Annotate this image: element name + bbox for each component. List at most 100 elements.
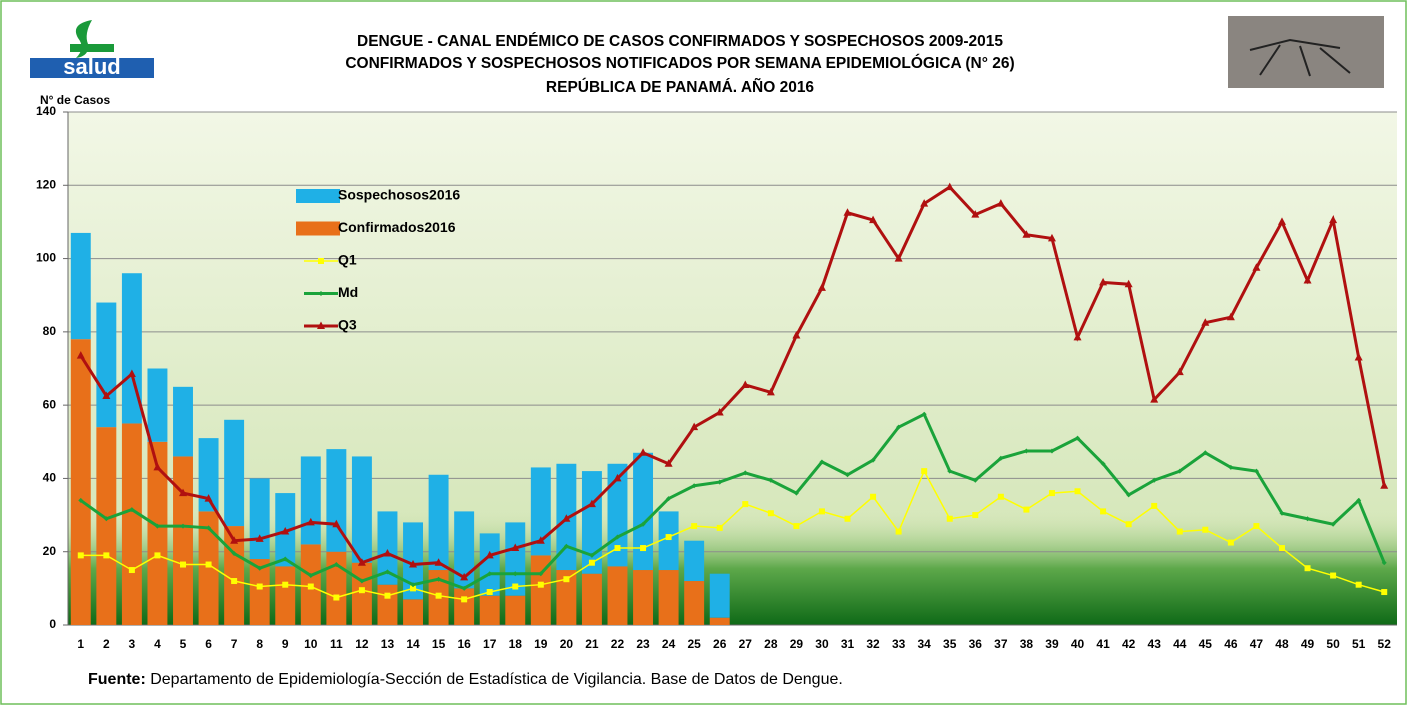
point-marker xyxy=(690,422,699,431)
bar-segment xyxy=(658,570,679,625)
point-marker xyxy=(512,571,518,577)
bar-segment xyxy=(351,456,372,563)
bar-segment xyxy=(428,474,449,571)
point-marker xyxy=(691,483,697,489)
x-tick-label: 37 xyxy=(994,637,1008,651)
point-marker xyxy=(665,534,672,541)
point-marker xyxy=(997,493,1004,500)
bar-segment xyxy=(173,386,193,457)
point-marker xyxy=(102,391,111,399)
x-tick-label: 22 xyxy=(611,637,625,651)
point-marker xyxy=(1305,516,1311,522)
point-marker xyxy=(1252,263,1261,271)
bar-segment xyxy=(454,511,475,589)
bar-segment xyxy=(198,511,219,625)
point-marker xyxy=(945,182,954,191)
point-marker xyxy=(563,576,570,583)
point-marker xyxy=(1226,312,1235,321)
point-marker xyxy=(742,501,749,508)
point-marker xyxy=(589,552,595,558)
point-marker xyxy=(666,496,672,502)
point-marker xyxy=(537,581,544,588)
point-marker xyxy=(511,543,520,552)
point-marker xyxy=(1100,461,1106,467)
point-marker xyxy=(613,473,622,482)
source-label: Fuente: xyxy=(88,671,146,688)
point-marker xyxy=(383,549,392,557)
x-tick-label: 52 xyxy=(1378,637,1392,651)
point-marker xyxy=(1049,448,1055,454)
point-marker xyxy=(358,587,365,594)
legend-label: Md xyxy=(338,284,358,300)
point-marker xyxy=(256,583,263,590)
source-note: Fuente: Departamento de Epidemiología-Se… xyxy=(88,671,843,688)
bar-segment xyxy=(377,584,398,625)
point-marker xyxy=(1151,502,1158,509)
bar-segment xyxy=(173,456,193,625)
point-marker xyxy=(206,525,212,531)
line-series xyxy=(79,185,1386,580)
y-tick-label: 20 xyxy=(43,544,57,558)
bar-segment xyxy=(326,551,347,625)
x-tick-label: 15 xyxy=(432,637,446,651)
point-marker xyxy=(818,508,825,515)
point-marker xyxy=(485,550,494,559)
point-marker xyxy=(639,448,648,456)
point-marker xyxy=(436,576,442,582)
point-marker xyxy=(640,521,646,527)
point-marker xyxy=(180,523,186,529)
bar-segment xyxy=(633,570,654,625)
logo-text: salud xyxy=(63,54,120,79)
point-marker xyxy=(306,517,315,526)
x-tick-label: 35 xyxy=(943,637,957,651)
legend-swatch xyxy=(296,221,340,236)
point-marker xyxy=(1227,539,1234,546)
point-marker xyxy=(384,569,390,575)
x-tick-label: 29 xyxy=(790,637,804,651)
legend-marker xyxy=(318,291,324,296)
point-marker xyxy=(76,351,85,359)
point-marker xyxy=(1303,276,1312,284)
point-marker xyxy=(996,199,1005,207)
x-tick-label: 51 xyxy=(1352,637,1366,651)
bar-segment xyxy=(633,452,654,571)
bar-segment xyxy=(96,302,117,428)
x-tick-label: 28 xyxy=(764,637,778,651)
point-marker xyxy=(1253,523,1260,530)
point-marker xyxy=(998,455,1004,461)
x-tick-label: 27 xyxy=(739,637,753,651)
point-marker xyxy=(1023,448,1029,454)
point-marker xyxy=(78,497,84,503)
x-tick-label: 18 xyxy=(509,637,523,651)
bar-segment xyxy=(505,522,526,596)
point-marker xyxy=(205,561,212,568)
point-marker xyxy=(1099,277,1108,286)
point-marker xyxy=(563,543,569,549)
bar-segment xyxy=(326,449,347,552)
point-marker xyxy=(920,199,929,207)
point-marker xyxy=(307,583,314,590)
point-marker xyxy=(819,459,825,465)
point-marker xyxy=(1201,318,1210,326)
x-tick-label: 23 xyxy=(636,637,650,651)
x-tick-label: 12 xyxy=(355,637,369,651)
x-tick-label: 30 xyxy=(815,637,829,651)
bar-segment xyxy=(121,423,142,625)
point-marker xyxy=(179,488,188,497)
point-marker xyxy=(536,536,545,544)
x-tick-label: 36 xyxy=(969,637,983,651)
point-marker xyxy=(231,551,237,557)
legend-marker xyxy=(317,321,325,329)
point-marker xyxy=(308,573,314,579)
legend-marker xyxy=(318,258,324,264)
mosquito-photo xyxy=(1228,16,1384,88)
point-marker xyxy=(844,515,851,522)
point-marker xyxy=(946,515,953,522)
point-marker xyxy=(1253,468,1259,474)
x-tick-label: 33 xyxy=(892,637,906,651)
bar-segment xyxy=(300,456,321,545)
point-marker xyxy=(1228,464,1234,470)
x-tick-label: 3 xyxy=(129,637,136,651)
point-marker xyxy=(742,470,748,476)
point-marker xyxy=(971,210,980,218)
